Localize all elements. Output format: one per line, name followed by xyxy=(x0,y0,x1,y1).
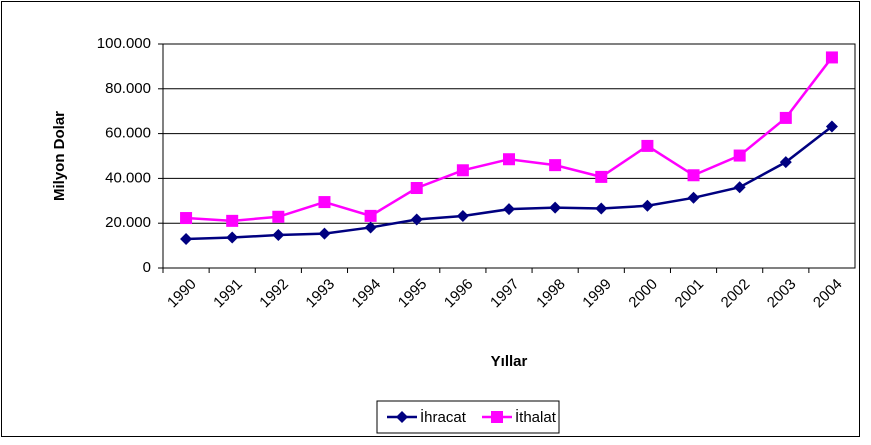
data-point xyxy=(825,51,838,64)
data-point xyxy=(549,201,562,214)
data-point xyxy=(687,169,700,182)
data-point xyxy=(272,210,285,223)
data-point xyxy=(779,156,792,169)
data-point xyxy=(272,229,285,242)
legend-label: İhracat xyxy=(420,408,467,426)
data-point xyxy=(226,214,239,227)
data-point xyxy=(825,120,838,133)
y-axis-title: Milyon Dolar xyxy=(51,111,68,201)
y-tick-label: 80.000 xyxy=(105,80,151,97)
x-axis-title: Yıllar xyxy=(491,353,528,370)
data-point xyxy=(549,159,562,172)
data-point xyxy=(456,164,469,177)
y-tick-label: 40.000 xyxy=(105,169,151,186)
data-point xyxy=(503,203,515,216)
data-point xyxy=(318,227,331,240)
data-point xyxy=(687,191,700,204)
data-point xyxy=(180,232,193,245)
data-point xyxy=(641,139,654,152)
data-point xyxy=(456,209,469,222)
data-point xyxy=(641,199,654,212)
data-point xyxy=(226,231,239,244)
data-point xyxy=(733,181,746,194)
data-point xyxy=(364,221,377,234)
data-point xyxy=(503,153,515,166)
legend-label: İthalat xyxy=(515,408,557,426)
data-point xyxy=(595,202,608,215)
data-point xyxy=(410,213,423,226)
data-point xyxy=(318,196,331,209)
y-tick-label: 20.000 xyxy=(105,214,151,231)
legend-marker xyxy=(396,411,408,423)
data-point xyxy=(410,182,423,195)
y-tick-label: 100.000 xyxy=(97,35,151,52)
y-tick-label: 0 xyxy=(143,259,151,276)
y-tick-label: 60.000 xyxy=(105,125,151,142)
data-point xyxy=(364,209,377,222)
legend-marker xyxy=(491,411,503,423)
data-point xyxy=(595,170,608,183)
data-point xyxy=(779,111,792,124)
data-point xyxy=(733,149,746,162)
data-point xyxy=(180,212,193,225)
